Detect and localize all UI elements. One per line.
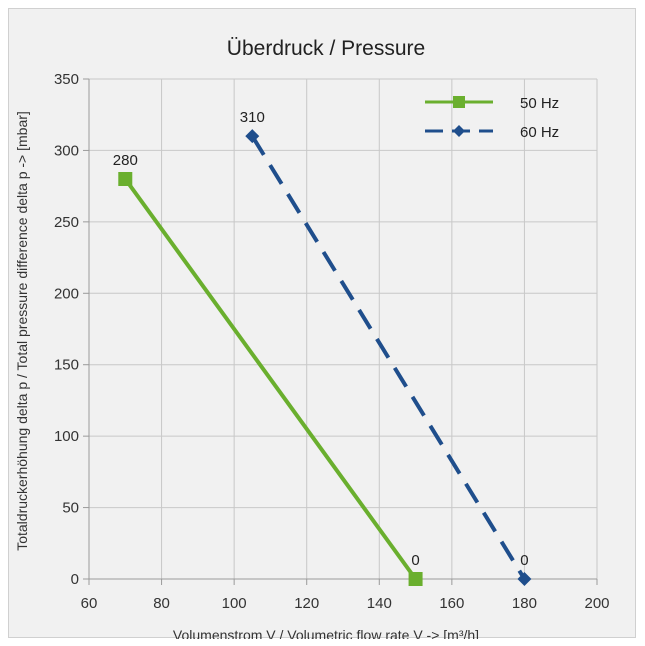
y-tick-label: 150: [54, 357, 79, 374]
data-point-50hz: [408, 572, 423, 586]
y-tick-label: 100: [54, 428, 79, 445]
chart-frame: 0 50 100 150 200 250 300 350 60 80 100 120 140 160 180…: [8, 8, 636, 639]
x-tick-label: 120: [294, 595, 319, 612]
data-point-60hz: [517, 572, 532, 586]
legend: 50 Hz 60 Hz: [425, 95, 559, 141]
grid: [88, 78, 598, 580]
x-tick-label: 80: [153, 595, 170, 612]
x-tick-label: 160: [439, 595, 464, 612]
axes: 0 50 100 150 200 250 300 350 60 80 100 120 140 160 180…: [54, 71, 610, 612]
legend-label-50hz: 50 Hz: [520, 95, 559, 112]
chart-title: Überdruck / Pressure: [227, 37, 425, 60]
data-point-50hz: [118, 172, 133, 186]
x-tick-label: 200: [584, 595, 609, 612]
y-tick-label: 200: [54, 285, 79, 302]
series-layer: [118, 129, 532, 586]
data-label-60hz: 310: [240, 109, 265, 126]
x-tick-label: 100: [222, 595, 247, 612]
y-tick-label: 50: [62, 500, 79, 517]
data-labels: 280 0 310 0: [113, 109, 529, 569]
y-axis-title: Totaldruckerhöhung delta p / Total press…: [14, 111, 30, 551]
data-label-60hz: 0: [520, 552, 528, 569]
legend-item-50hz: 50 Hz: [425, 95, 559, 112]
legend-marker-50hz: [453, 96, 465, 108]
data-label-50hz: 0: [411, 552, 419, 569]
legend-label-60hz: 60 Hz: [520, 124, 559, 141]
y-tick-label: 350: [54, 71, 79, 88]
x-tick-label: 140: [367, 595, 392, 612]
y-tick-label: 300: [54, 142, 79, 159]
data-label-50hz: 280: [113, 152, 138, 169]
series-line-60hz: [250, 135, 527, 581]
x-axis-title: Volumenstrom V / Volumetric flow rate V …: [173, 627, 479, 639]
series-line-50hz: [123, 177, 418, 581]
y-tick-label: 0: [71, 571, 79, 588]
data-point-60hz: [245, 129, 260, 144]
x-tick-label: 180: [512, 595, 537, 612]
x-tick-label: 60: [81, 595, 98, 612]
legend-marker-60hz: [453, 125, 465, 137]
legend-item-60hz: 60 Hz: [425, 124, 559, 141]
y-tick-label: 250: [54, 214, 79, 231]
pressure-chart: 0 50 100 150 200 250 300 350 60 80 100 120 140 160 180…: [14, 37, 610, 639]
